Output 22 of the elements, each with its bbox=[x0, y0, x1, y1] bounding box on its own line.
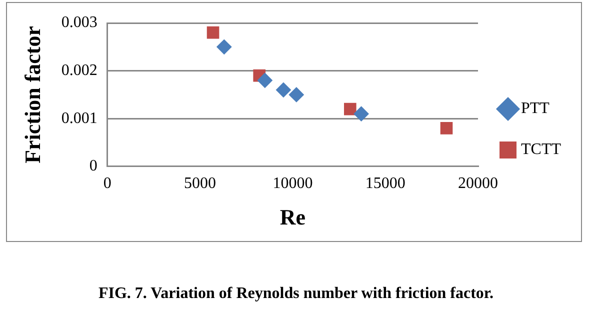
x-tick-label: 0 bbox=[103, 175, 112, 192]
x-tick-label: 20000 bbox=[458, 175, 498, 192]
x-tick-label: 5000 bbox=[184, 175, 216, 192]
legend-label: TCTT bbox=[521, 141, 562, 158]
point bbox=[288, 87, 304, 102]
point bbox=[206, 26, 220, 39]
point bbox=[216, 39, 232, 54]
caption: FIG. 7. Variation of Reynolds number with friction factor. bbox=[97, 285, 495, 303]
x-tick-label: 10000 bbox=[272, 175, 313, 192]
x-axis-title: Re bbox=[280, 204, 306, 230]
point bbox=[276, 82, 291, 98]
y-tick-label: 0.003 bbox=[61, 14, 98, 32]
legend-label: PTT bbox=[521, 100, 550, 118]
y-tick-label: 0 bbox=[89, 158, 98, 175]
point bbox=[257, 72, 272, 88]
x-tick-label: 15000 bbox=[365, 175, 406, 192]
y-tick-label: 0.001 bbox=[61, 110, 98, 127]
y-axis-title: Friction factor bbox=[20, 26, 45, 164]
point bbox=[440, 122, 453, 134]
point bbox=[344, 102, 356, 116]
point bbox=[354, 106, 369, 122]
y-tick-label: 0.002 bbox=[61, 62, 98, 80]
